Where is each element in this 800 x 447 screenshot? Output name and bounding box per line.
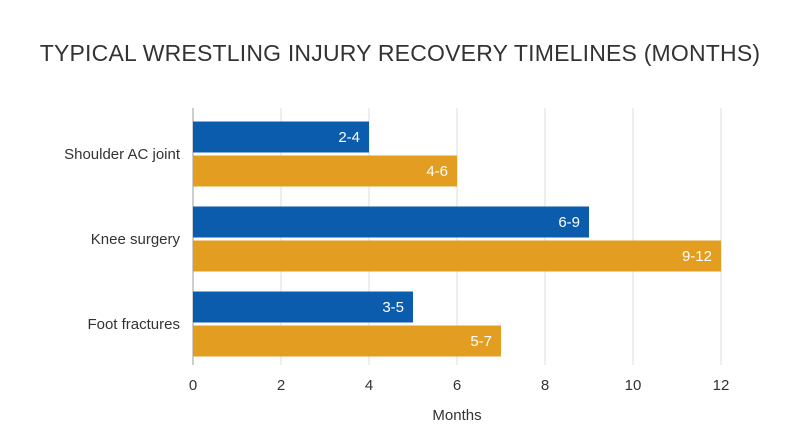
x-tick-label: 4 <box>365 377 373 394</box>
bar <box>193 325 501 357</box>
bars: 2-4 4-6 6-9 9-12 3-5 5-7 <box>193 121 721 357</box>
x-tick-labels: 0 2 4 6 8 10 12 <box>189 377 730 394</box>
category-label: Foot fractures <box>87 316 180 333</box>
bar <box>193 240 721 272</box>
chart-title: TYPICAL WRESTLING INJURY RECOVERY TIMELI… <box>39 40 761 66</box>
bar <box>193 121 369 153</box>
x-tick-label: 2 <box>277 377 285 394</box>
bar-data-label: 6-9 <box>558 214 580 231</box>
bar-data-label: 9-12 <box>682 248 712 265</box>
bar-data-label: 4-6 <box>426 163 448 180</box>
x-tick-label: 6 <box>453 377 461 394</box>
x-tick-label: 10 <box>625 377 642 394</box>
x-tick-label: 12 <box>713 377 730 394</box>
x-tick-label: 0 <box>189 377 197 394</box>
x-tick-label: 8 <box>541 377 549 394</box>
bar <box>193 291 413 323</box>
category-label: Knee surgery <box>91 231 181 248</box>
bar-data-label: 3-5 <box>382 299 404 316</box>
bar <box>193 155 457 187</box>
category-label: Shoulder AC joint <box>64 146 181 163</box>
bar-data-label: 2-4 <box>338 129 360 146</box>
x-axis-title: Months <box>432 407 481 424</box>
category-labels: Shoulder AC joint Knee surgery Foot fractu… <box>64 146 181 333</box>
bar-data-label: 5-7 <box>470 333 492 350</box>
bar <box>193 206 589 238</box>
